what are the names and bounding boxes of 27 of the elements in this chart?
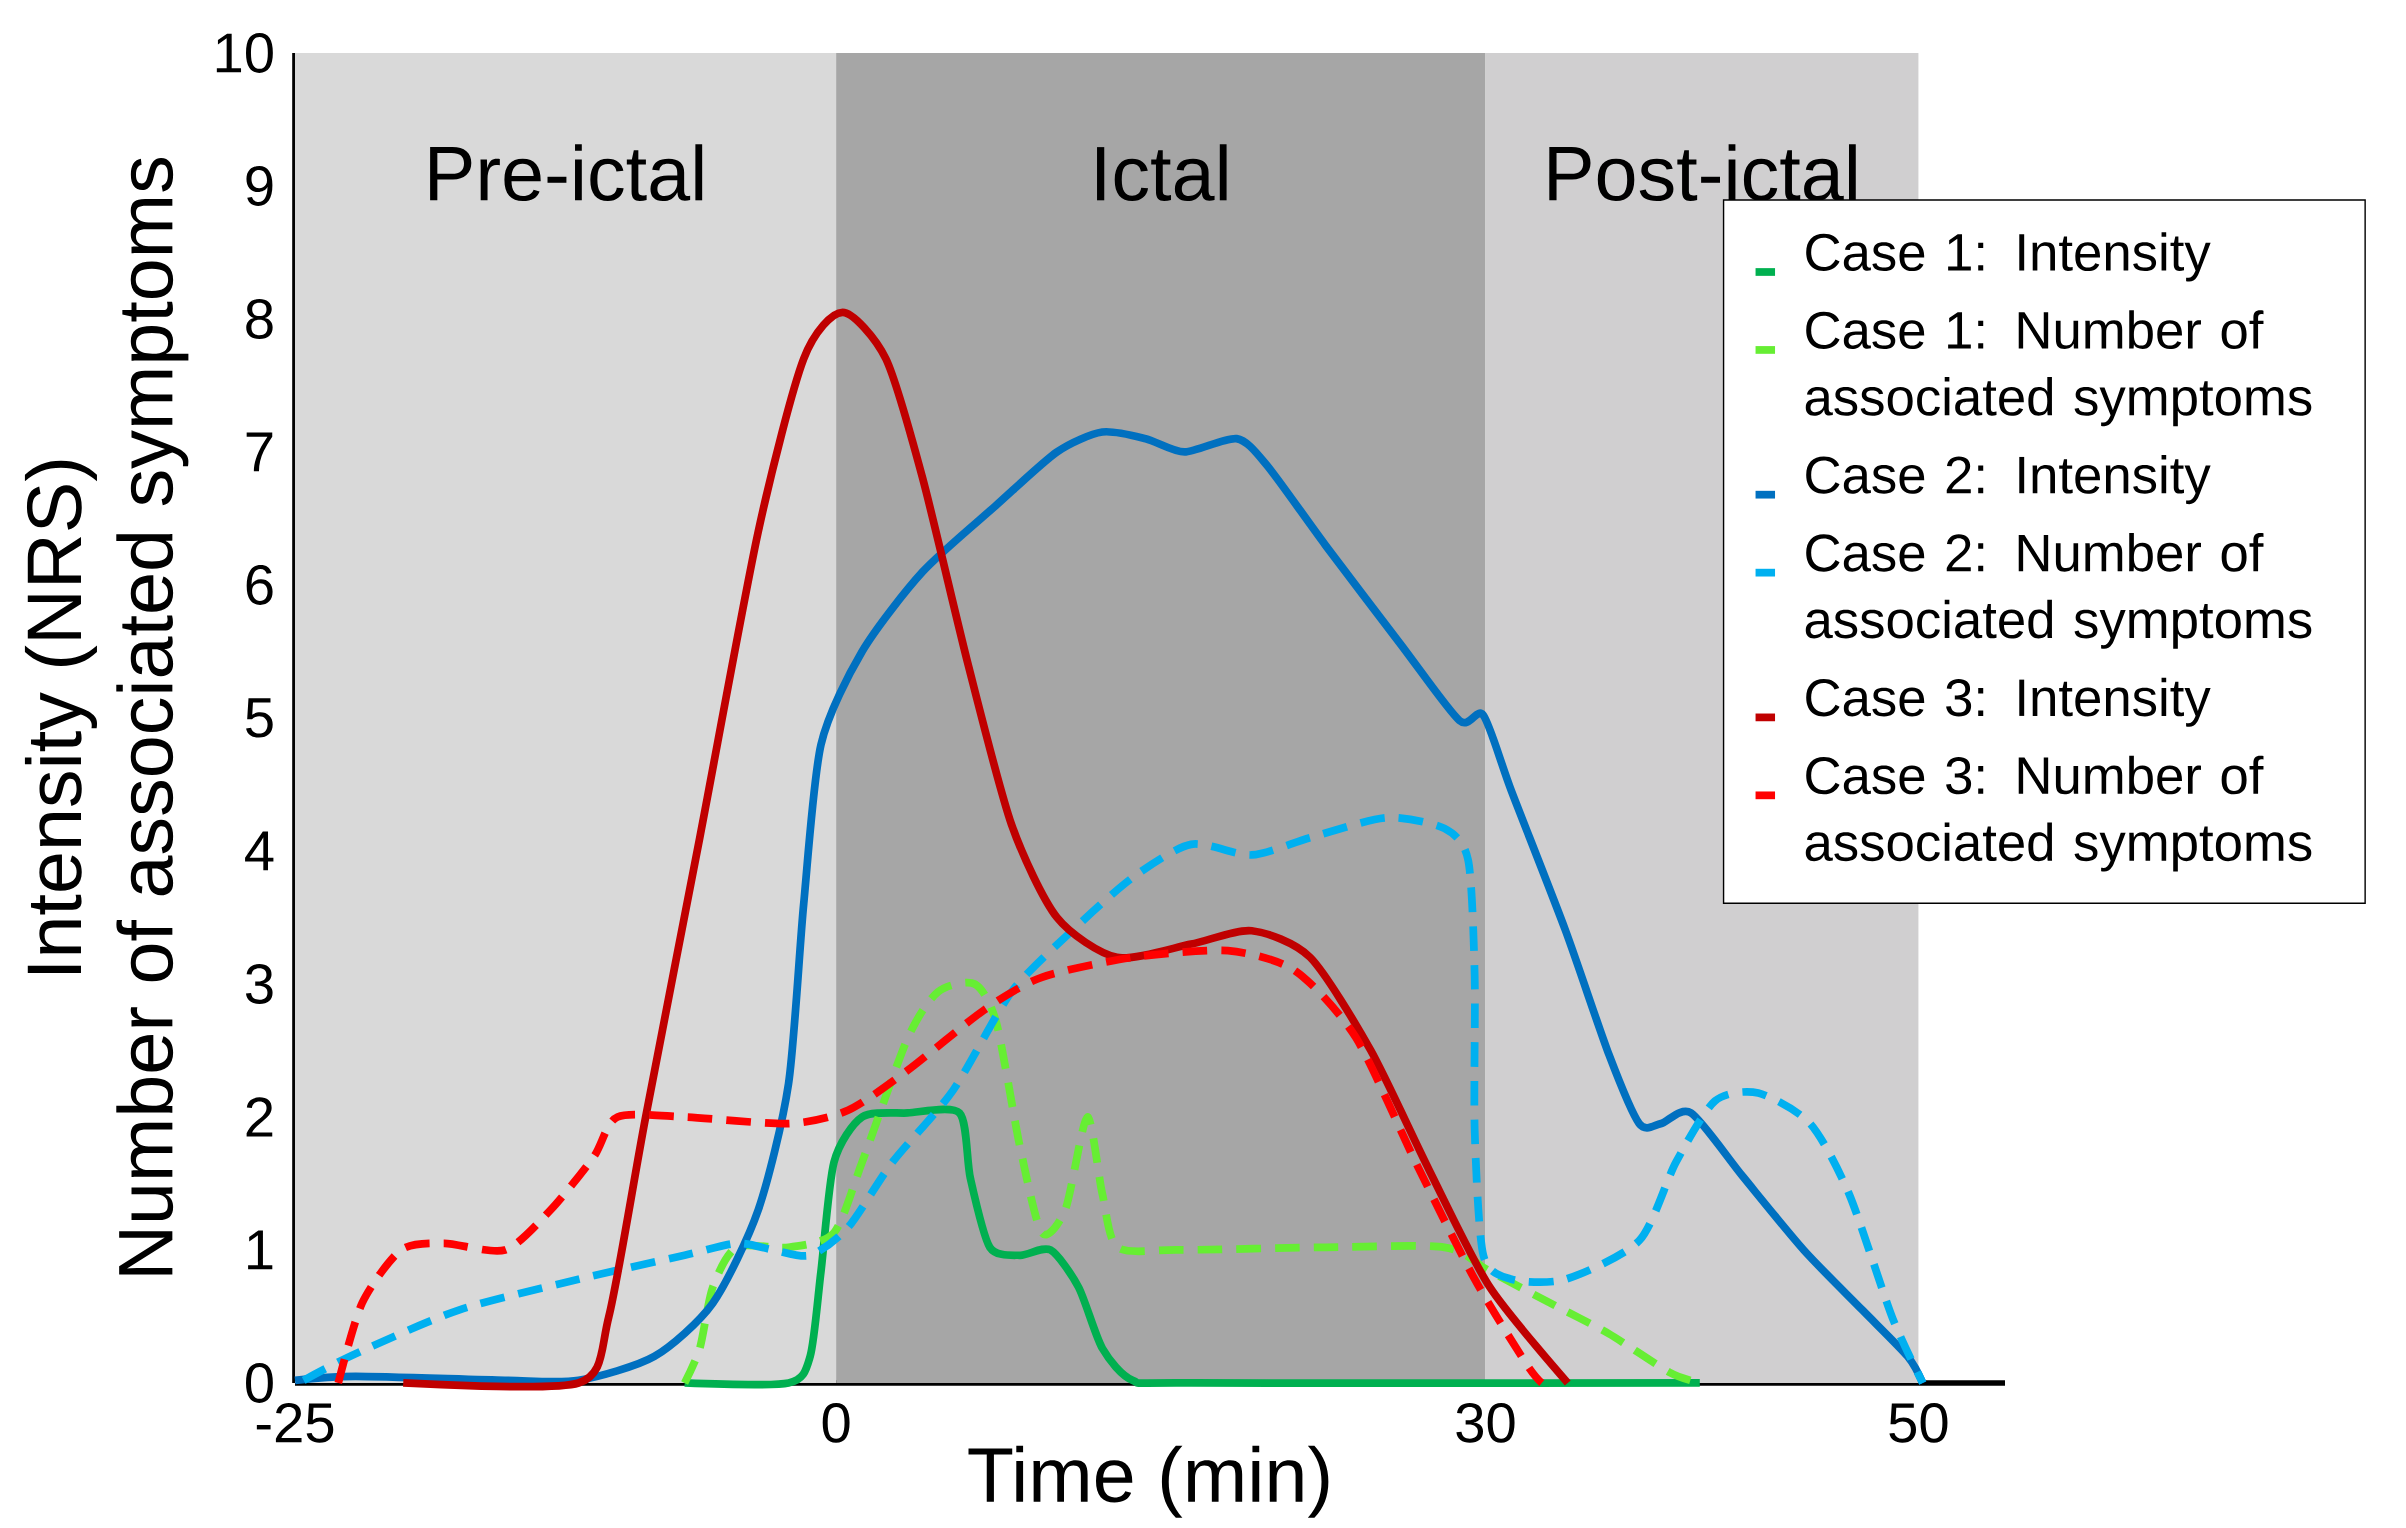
legend-label: Case 2: Number of associated symptoms xyxy=(1805,532,2312,649)
y-tick-label: 10 xyxy=(216,33,273,73)
y-tick-label: 1 xyxy=(248,1230,273,1270)
y-tick-label: 5 xyxy=(246,698,273,738)
x-axis-title: Time (min) xyxy=(968,1445,1329,1518)
legend-label: Case 3: Number of associated symptoms xyxy=(1805,755,2312,872)
y-tick-label: 4 xyxy=(245,831,274,871)
x-tick-label: 0 xyxy=(822,1402,850,1443)
x-tick-label: 30 xyxy=(1456,1402,1515,1443)
band-label: Post-ictal xyxy=(1549,144,1856,202)
x-tick-label: 50 xyxy=(1889,1402,1948,1443)
y-tick-label: 9 xyxy=(246,166,273,206)
y-tick-label: 0 xyxy=(246,1363,273,1403)
legend-label: Case 1: Number of associated symptoms xyxy=(1805,310,2312,427)
legend-label: Case 2: Intensity xyxy=(1806,455,2211,505)
band-label: Pre-ictal xyxy=(430,144,703,202)
x-tick-label: -25 xyxy=(256,1402,334,1443)
y-tick-label: 8 xyxy=(246,299,273,339)
y-tick-label: 7 xyxy=(246,432,273,472)
band-label: Ictal xyxy=(1097,144,1227,202)
legend-label: Case 1: Intensity xyxy=(1806,232,2211,282)
y-tick-label: 2 xyxy=(246,1097,273,1137)
text: Number of associated symptoms xyxy=(116,158,189,1275)
legend-label: Case 3: Intensity xyxy=(1806,677,2211,727)
y-tick-label: 3 xyxy=(245,964,273,1004)
y-tick-label: 6 xyxy=(246,565,273,605)
text: Intensity (NRS) xyxy=(24,460,98,973)
